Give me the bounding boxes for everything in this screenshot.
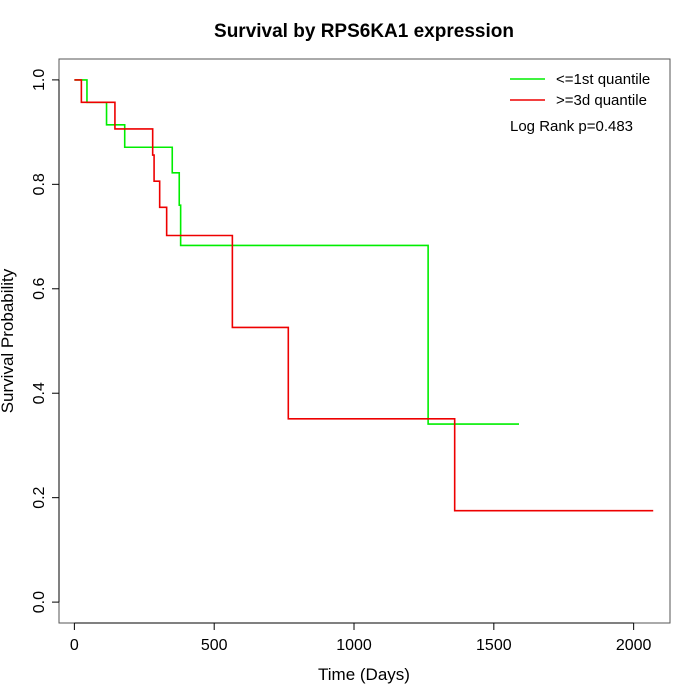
series-layer: [74, 79, 654, 512]
x-tick-label: 1000: [336, 637, 372, 654]
y-tick-label: 1.0: [31, 69, 48, 91]
survival-curve-low: [74, 79, 519, 425]
y-tick-label: 0.0: [31, 591, 48, 613]
y-axis-label: Survival Probability: [0, 268, 17, 413]
y-tick-label: 0.8: [31, 173, 48, 195]
y-axis: 0.0 0.2 0.4 0.6 0.8 1.0: [31, 69, 60, 613]
legend: <=1st quantile >=3d quantile: [510, 71, 650, 109]
x-axis-label: Time (Days): [318, 665, 410, 684]
y-tick-label: 0.6: [31, 278, 48, 300]
x-tick-label: 1500: [476, 637, 512, 654]
x-tick-label: 0: [70, 637, 79, 654]
log-rank-annotation: Log Rank p=0.483: [510, 118, 633, 135]
y-tick-label: 0.2: [31, 486, 48, 508]
x-axis: 0 500 1000 1500 2000: [70, 622, 652, 654]
y-tick-label: 0.4: [31, 382, 48, 404]
x-tick-label: 2000: [616, 637, 652, 654]
x-tick-label: 500: [201, 637, 228, 654]
legend-label-low: <=1st quantile: [556, 71, 650, 88]
plot-frame: [58, 58, 671, 624]
chart-title: Survival by RPS6KA1 expression: [214, 21, 514, 42]
survival-curve-high: [74, 79, 654, 512]
legend-label-high: >=3d quantile: [556, 92, 647, 109]
